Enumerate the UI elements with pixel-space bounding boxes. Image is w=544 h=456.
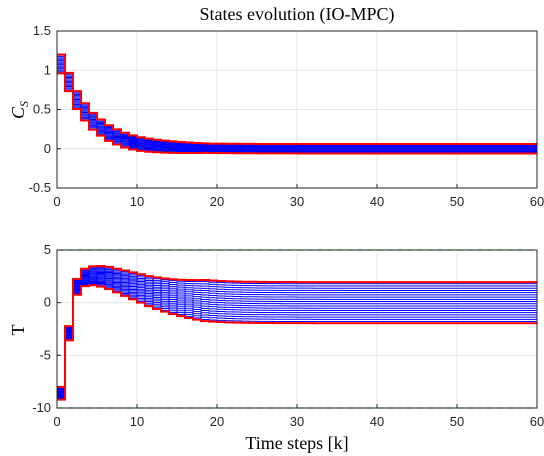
- top-ytick-label: 0.5: [33, 102, 51, 117]
- top-xtick-label: 10: [130, 194, 144, 209]
- bottom-ytick-label: -5: [39, 347, 51, 362]
- bottom-xtick-label: 60: [530, 414, 544, 429]
- top-ytick-label: 0: [44, 141, 51, 156]
- top-ytick-label: 1: [44, 62, 51, 77]
- top-y-axis-label: CS: [8, 101, 31, 119]
- bottom-xtick-label: 50: [450, 414, 464, 429]
- bottom-panel: 0 10 20 30 40 50 60 50-5-10 T: [8, 242, 544, 429]
- top-xtick-label: 0: [53, 194, 60, 209]
- bottom-ytick-label: 5: [44, 242, 51, 257]
- figure-title: States evolution (IO-MPC): [200, 4, 395, 25]
- top-ylabel-text: CS: [8, 101, 31, 119]
- bottom-ytick-label: 0: [44, 295, 51, 310]
- top-y-ticks: 1.5 1 0.5 0 -0.5: [29, 23, 61, 195]
- top-xtick-label: 60: [530, 194, 544, 209]
- bottom-xtick-label: 10: [130, 414, 144, 429]
- bottom-ytick-label: -10: [32, 400, 51, 415]
- bottom-ylabel-text: T: [8, 325, 28, 336]
- bottom-xtick-label: 30: [290, 414, 304, 429]
- top-ylabel-sub: S: [17, 101, 31, 107]
- top-ytick-label: -0.5: [29, 180, 51, 195]
- top-xtick-label: 40: [370, 194, 384, 209]
- top-xtick-label: 50: [450, 194, 464, 209]
- bottom-xtick-label: 0: [53, 414, 60, 429]
- top-xtick-label: 20: [210, 194, 224, 209]
- bottom-y-axis-label: T: [8, 325, 28, 336]
- top-panel: 0 10 20 30 40 50 60 1.510.50-0.5 CS: [8, 23, 544, 209]
- bottom-xtick-label: 20: [210, 414, 224, 429]
- top-xtick-label: 30: [290, 194, 304, 209]
- top-ytick-label: 1.5: [33, 23, 51, 38]
- bottom-xtick-label: 40: [370, 414, 384, 429]
- x-axis-label: Time steps [k]: [245, 433, 348, 453]
